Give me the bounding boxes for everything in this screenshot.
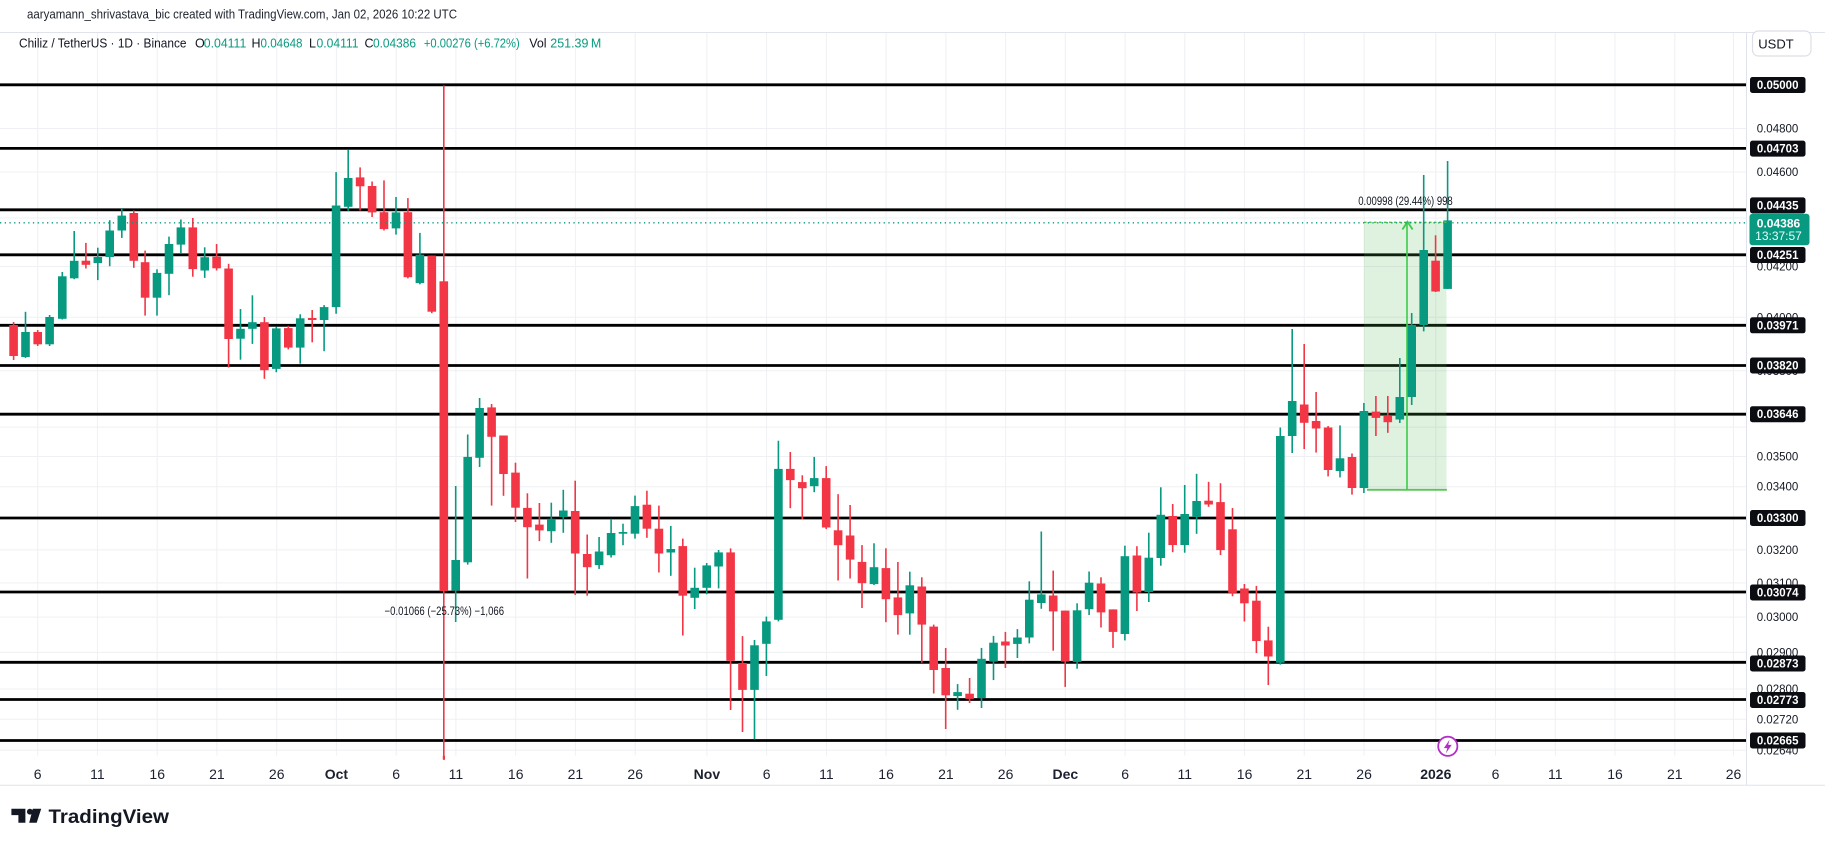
svg-text:0.04800: 0.04800	[1757, 124, 1799, 136]
svg-text:L: L	[309, 37, 316, 51]
svg-text:+0.00276 (+6.72%): +0.00276 (+6.72%)	[424, 37, 520, 51]
svg-text:−0.01066 (−25.73%) −1,066: −0.01066 (−25.73%) −1,066	[385, 606, 505, 618]
svg-text:26: 26	[1356, 766, 1372, 782]
svg-text:16: 16	[149, 766, 165, 782]
svg-text:H: H	[252, 37, 261, 51]
svg-text:0.03000: 0.03000	[1757, 612, 1799, 624]
svg-text:USDT: USDT	[1758, 37, 1793, 52]
svg-text:16: 16	[508, 766, 524, 782]
svg-text:21: 21	[568, 766, 584, 782]
svg-text:0.04386: 0.04386	[1757, 216, 1801, 230]
svg-text:0.03820: 0.03820	[1757, 361, 1799, 373]
svg-text:6: 6	[34, 766, 42, 782]
svg-text:6: 6	[1492, 766, 1500, 782]
svg-text:aaryamann_shrivastava_bic crea: aaryamann_shrivastava_bic created with T…	[27, 8, 457, 22]
svg-text:16: 16	[1607, 766, 1623, 782]
svg-text:6: 6	[392, 766, 400, 782]
svg-text:21: 21	[209, 766, 225, 782]
svg-text:21: 21	[1297, 766, 1313, 782]
svg-text:0.04386: 0.04386	[373, 37, 416, 51]
svg-text:0.02873: 0.02873	[1757, 659, 1799, 671]
svg-text:Dec: Dec	[1052, 766, 1078, 782]
svg-text:Vol: Vol	[529, 37, 546, 51]
svg-text:O: O	[195, 37, 205, 51]
svg-text:0.03300: 0.03300	[1757, 513, 1799, 525]
svg-text:0.00998 (29.44%) 998: 0.00998 (29.44%) 998	[1358, 196, 1453, 208]
svg-text:0.02665: 0.02665	[1757, 736, 1799, 748]
svg-text:11: 11	[1178, 766, 1193, 782]
svg-text:21: 21	[938, 766, 954, 782]
svg-text:0.03971: 0.03971	[1757, 320, 1799, 332]
svg-text:0.03500: 0.03500	[1757, 452, 1799, 464]
svg-text:C: C	[365, 37, 374, 51]
svg-text:26: 26	[627, 766, 643, 782]
svg-text:26: 26	[998, 766, 1014, 782]
svg-text:0.02773: 0.02773	[1757, 695, 1799, 707]
svg-text:16: 16	[1237, 766, 1253, 782]
svg-text:TradingView: TradingView	[49, 806, 170, 828]
svg-text:0.04200: 0.04200	[1757, 262, 1799, 274]
svg-text:0.05000: 0.05000	[1757, 80, 1799, 92]
svg-text:2026: 2026	[1420, 766, 1451, 782]
svg-text:0.04111: 0.04111	[317, 37, 359, 51]
svg-text:0.04703: 0.04703	[1757, 144, 1799, 156]
svg-text:0.02720: 0.02720	[1757, 714, 1799, 726]
svg-text:11: 11	[1548, 766, 1563, 782]
svg-text:0.04600: 0.04600	[1757, 167, 1799, 179]
svg-text:0.03074: 0.03074	[1757, 588, 1799, 600]
svg-text:11: 11	[819, 766, 834, 782]
svg-text:0.04251: 0.04251	[1757, 250, 1799, 262]
svg-text:26: 26	[269, 766, 285, 782]
svg-text:Chiliz / TetherUS · 1D · Binan: Chiliz / TetherUS · 1D · Binance	[19, 37, 187, 51]
svg-text:0.04435: 0.04435	[1757, 200, 1799, 212]
svg-text:0.03400: 0.03400	[1757, 482, 1799, 494]
svg-text:0.04111: 0.04111	[204, 37, 247, 51]
svg-text:11: 11	[449, 766, 464, 782]
svg-text:0.03200: 0.03200	[1757, 545, 1799, 557]
svg-text:26: 26	[1726, 766, 1742, 782]
svg-text:Nov: Nov	[694, 766, 721, 782]
svg-text:6: 6	[763, 766, 771, 782]
svg-text:21: 21	[1667, 766, 1683, 782]
svg-text:0.03646: 0.03646	[1757, 409, 1799, 421]
svg-text:11: 11	[90, 766, 105, 782]
svg-text:251.39 M: 251.39 M	[550, 37, 601, 51]
svg-text:0.04648: 0.04648	[261, 37, 303, 51]
svg-text:13:37:57: 13:37:57	[1755, 229, 1802, 243]
svg-text:Oct: Oct	[325, 766, 349, 782]
svg-text:6: 6	[1121, 766, 1129, 782]
svg-text:16: 16	[878, 766, 894, 782]
